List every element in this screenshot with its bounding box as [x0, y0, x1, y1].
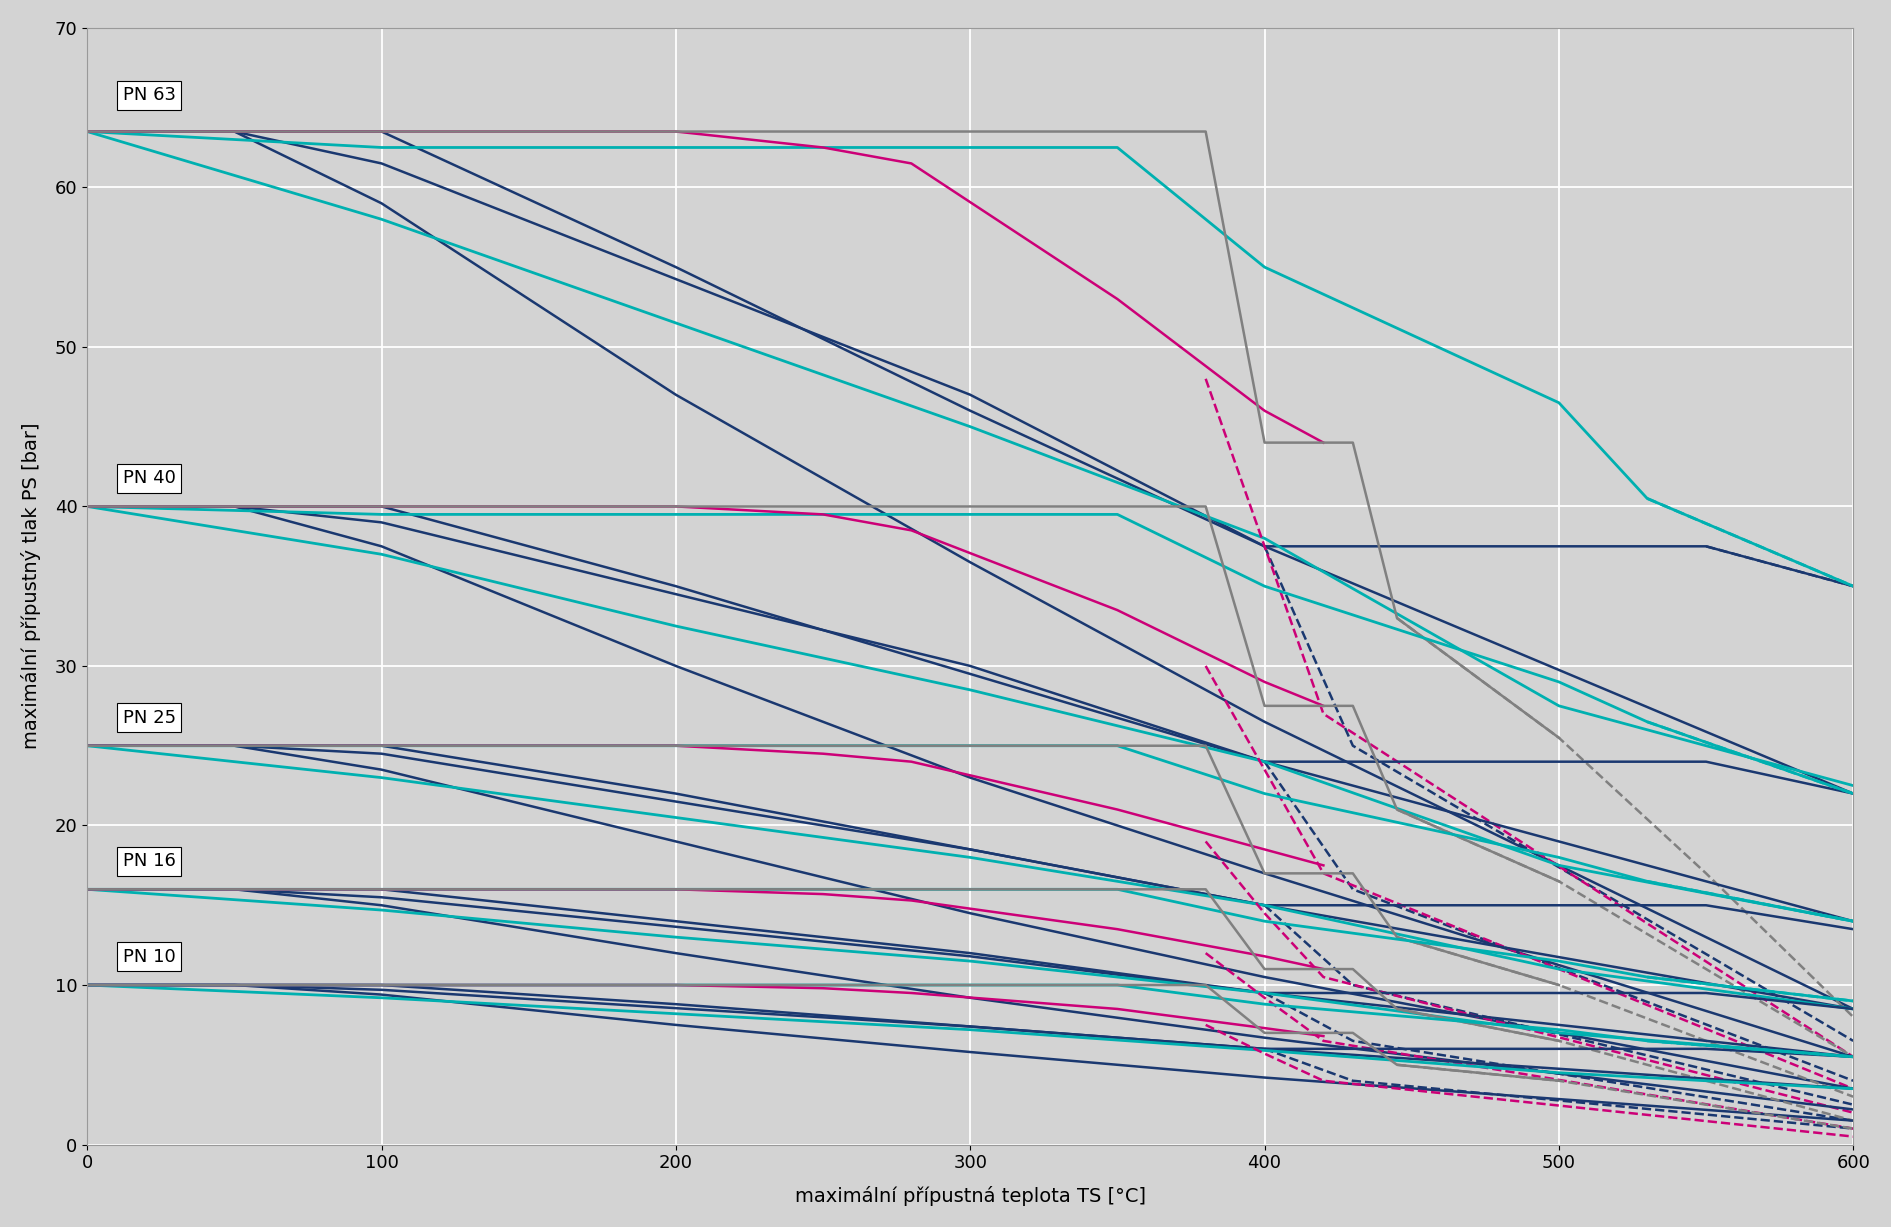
Text: PN 25: PN 25 — [123, 708, 176, 726]
Text: PN 63: PN 63 — [123, 86, 176, 104]
X-axis label: maximální přípustná teplota TS [°C]: maximální přípustná teplota TS [°C] — [794, 1187, 1146, 1206]
Y-axis label: maximální přípustný tlak PS [bar]: maximální přípustný tlak PS [bar] — [21, 423, 42, 750]
Text: PN 40: PN 40 — [123, 469, 176, 487]
Text: PN 16: PN 16 — [123, 853, 176, 870]
Text: PN 10: PN 10 — [123, 948, 176, 966]
